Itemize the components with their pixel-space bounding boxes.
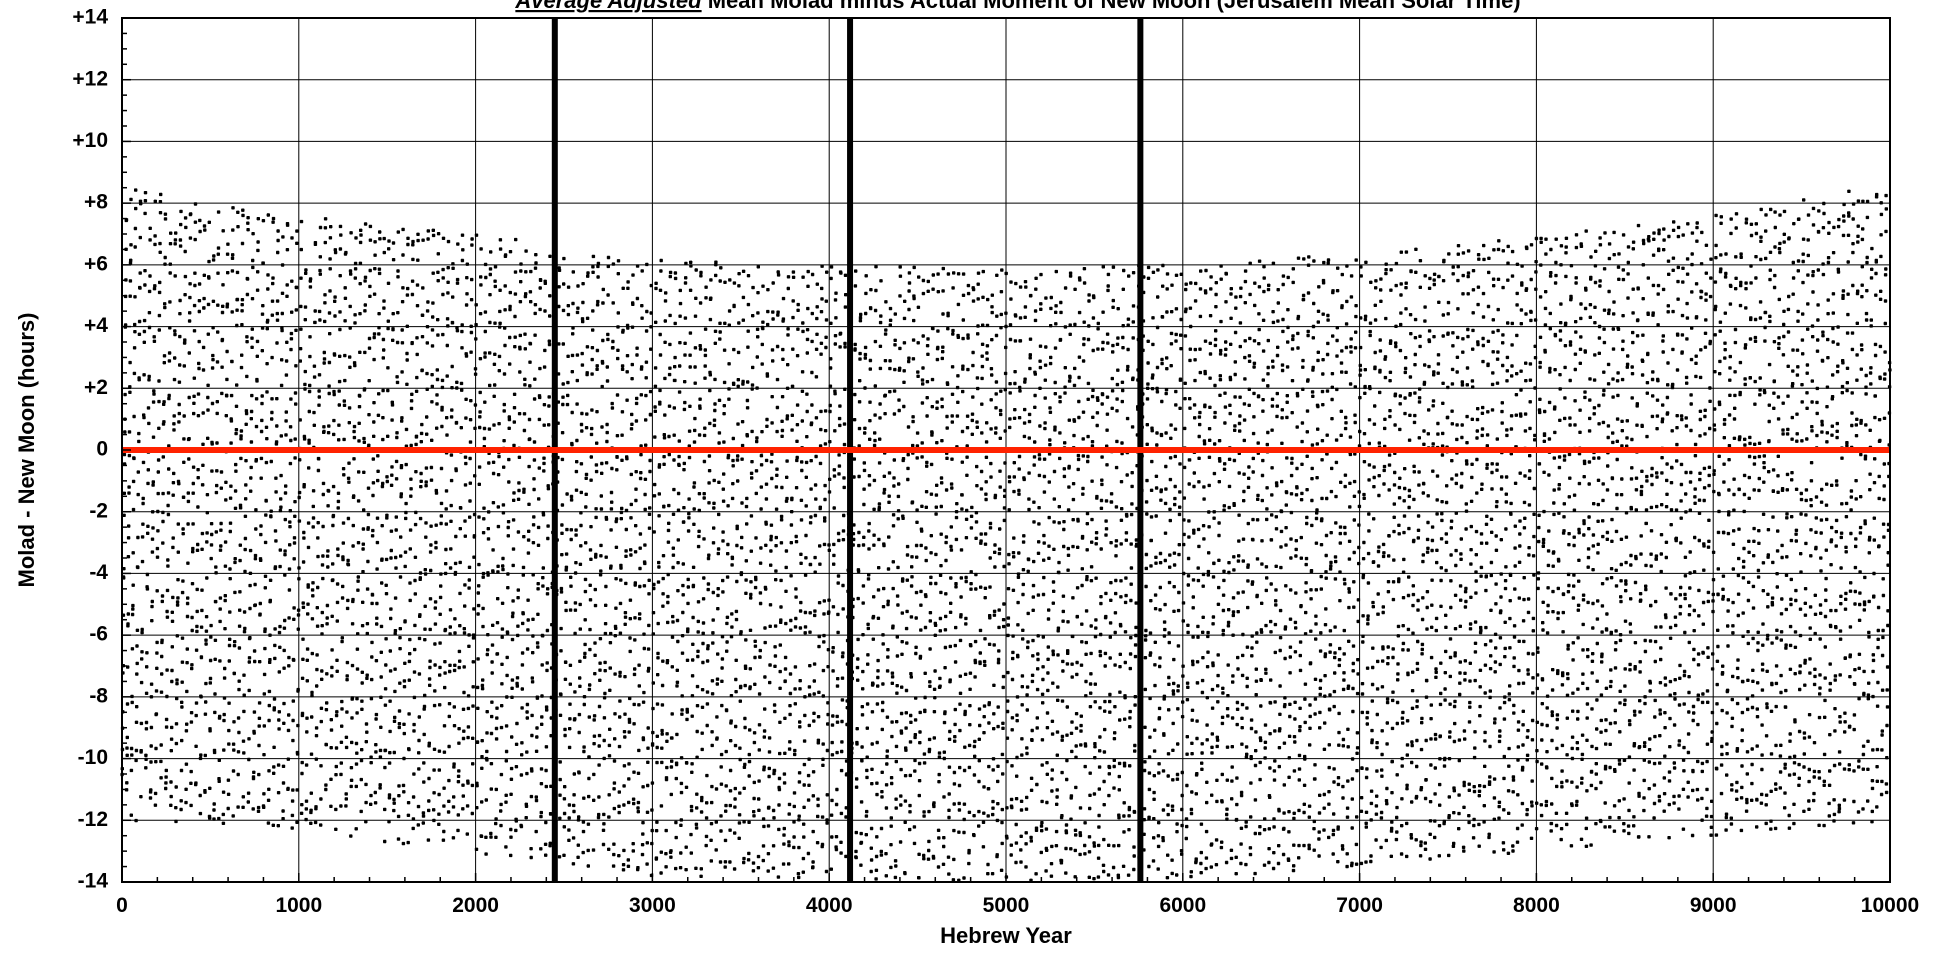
y-tick-label: +6 — [84, 252, 108, 275]
y-tick-label: -14 — [78, 870, 109, 893]
x-tick-label: 8000 — [1513, 894, 1560, 917]
x-tick-label: 4000 — [806, 894, 853, 917]
x-tick-label: 3000 — [629, 894, 676, 917]
axis-ticks — [121, 17, 1891, 883]
y-tick-label: -12 — [78, 808, 108, 831]
y-tick-label: 0 — [96, 438, 108, 461]
x-tick-label: 2000 — [452, 894, 499, 917]
x-tick-label: 10000 — [1861, 894, 1919, 917]
x-tick-label: 1000 — [275, 894, 322, 917]
x-tick-label: 5000 — [983, 894, 1030, 917]
x-axis-title: Hebrew Year — [940, 923, 1072, 948]
y-axis-title: Molad - New Moon (hours) — [14, 313, 39, 588]
x-axis-tick-labels: 0 1000 2000 3000 4000 5000 6000 7000 8000 9000 100… — [116, 894, 1919, 917]
y-tick-label: -2 — [89, 499, 108, 522]
y-tick-label: -8 — [89, 684, 108, 707]
y-tick-label: +14 — [72, 6, 108, 29]
x-tick-label: 9000 — [1690, 894, 1737, 917]
y-tick-label: +8 — [84, 191, 108, 214]
y-tick-label: +2 — [84, 376, 108, 399]
y-axis-tick-labels: -14 -12 -10 -8 -6 -4 -2 0 +2 +4 +6 +8 +10 +12 +14 — [72, 6, 108, 893]
y-tick-label: +10 — [72, 129, 108, 152]
x-tick-label: 0 — [116, 894, 128, 917]
chart-title-emphasis: Average Adjusted — [514, 0, 702, 13]
y-tick-label: +12 — [72, 67, 108, 90]
y-tick-label: +4 — [84, 314, 108, 337]
chart-title: Average Adjusted Mean Molad minus Actual… — [514, 0, 1520, 13]
y-tick-label: -4 — [89, 561, 108, 584]
y-tick-label: -10 — [78, 746, 108, 769]
x-tick-label: 6000 — [1159, 894, 1206, 917]
chart-title-rest: Mean Molad minus Actual Moment of New Mo… — [702, 0, 1521, 13]
y-tick-label: -6 — [89, 623, 108, 646]
x-tick-label: 7000 — [1336, 894, 1383, 917]
